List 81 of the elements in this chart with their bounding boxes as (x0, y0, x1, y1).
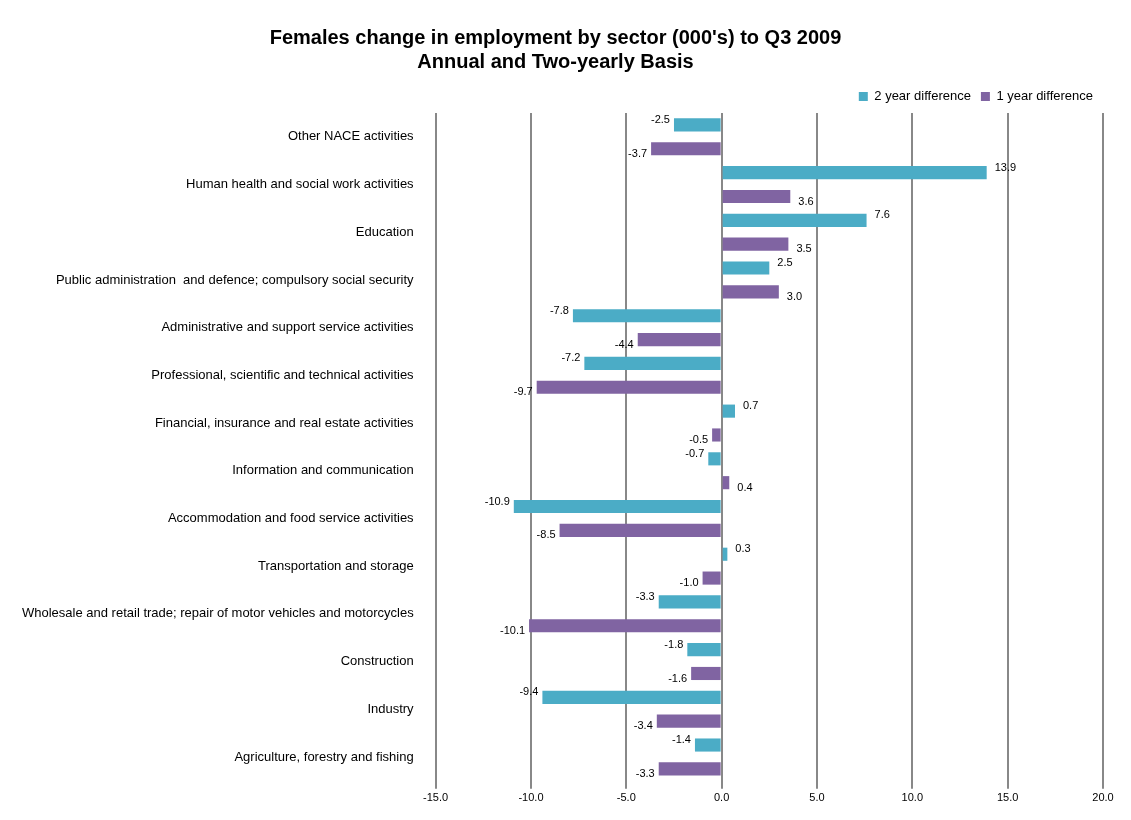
y-tick-label: Accommodation and food service activities (167, 510, 415, 526)
bar (673, 118, 721, 132)
y-tick-label: Education (355, 223, 414, 239)
data-label: 0.4 (737, 480, 753, 493)
data-label: 0.3 (735, 542, 751, 555)
y-tick-label: Construction (340, 653, 414, 669)
bar (722, 237, 789, 251)
x-tick-label: -10.0 (518, 791, 544, 804)
y-tick-label: Public administration and defence; compulsory social security (55, 271, 415, 287)
bar (542, 690, 721, 704)
data-label: -10.1 (499, 623, 526, 636)
data-label: 13.9 (994, 160, 1017, 173)
data-label: 2.5 (777, 256, 793, 269)
bar (536, 380, 721, 394)
data-label: -7.8 (549, 303, 569, 316)
x-tick-label: 20.0 (1092, 791, 1114, 804)
y-tick-label: Financial, insurance and real estate activities (154, 414, 415, 430)
x-tick-label: 15.0 (996, 791, 1019, 804)
y-tick-label: Wholesale and retail trade; repair of motor vehicles and motorcycles (22, 605, 415, 621)
data-label: -3.3 (635, 766, 655, 779)
legend-label: 2 year difference (874, 88, 971, 104)
data-label: -8.5 (536, 528, 556, 541)
bar (572, 309, 721, 323)
y-tick-label: Professional, scientific and technical activities (151, 366, 415, 382)
bar (722, 476, 730, 490)
data-label: -9.4 (519, 685, 539, 698)
x-tick-label: -5.0 (616, 791, 636, 804)
data-label: -1.8 (664, 637, 684, 650)
x-tick-label: 0.0 (713, 791, 730, 804)
x-tick-label: 10.0 (901, 791, 924, 804)
bar (687, 643, 721, 657)
bar (722, 261, 770, 275)
bar (722, 189, 791, 204)
bar (656, 714, 721, 728)
data-label: -3.3 (635, 589, 655, 602)
bar (694, 738, 721, 752)
data-label: 3.6 (798, 194, 814, 207)
bar (722, 404, 735, 418)
bar (702, 571, 721, 585)
bar (712, 428, 721, 442)
data-label: -9.7 (513, 385, 533, 398)
bar (513, 499, 721, 514)
y-tick-label: Other NACE activities (287, 128, 415, 144)
data-label: -7.2 (561, 351, 581, 364)
y-tick-label: Information and communication (232, 462, 414, 478)
text: Annual and Two-yearly Basis (417, 49, 694, 72)
data-label: -1.0 (679, 576, 699, 589)
data-label: -1.6 (668, 671, 688, 684)
x-tick-label: -15.0 (423, 791, 449, 804)
x-tick-label: 5.0 (809, 791, 825, 804)
data-label: -3.7 (628, 146, 648, 159)
data-label: -1.4 (671, 733, 691, 746)
data-label: 7.6 (874, 208, 890, 221)
data-label: -2.5 (651, 112, 670, 125)
bar (559, 523, 721, 537)
y-tick-label: Industry (367, 700, 415, 716)
bar (651, 142, 721, 156)
data-label: -0.5 (689, 433, 709, 446)
data-label: -0.7 (685, 446, 705, 459)
bar (691, 666, 721, 681)
data-label: 3.5 (796, 242, 812, 255)
bar (722, 285, 779, 299)
data-label: 0.7 (742, 399, 759, 412)
bar (658, 762, 721, 776)
data-label: -4.4 (614, 337, 634, 350)
data-label: -10.9 (484, 494, 510, 507)
data-label: 3.0 (786, 289, 803, 302)
y-tick-label: Human health and social work activities (186, 176, 415, 192)
bar (658, 595, 721, 609)
y-tick-label: Agriculture, forestry and fishing (234, 748, 414, 764)
legend-label: 1 year difference (996, 88, 1094, 104)
y-tick-label: Administrative and support service activities (161, 319, 415, 335)
data-label: -3.4 (633, 719, 653, 732)
bar (708, 452, 721, 466)
bar (529, 619, 721, 633)
y-tick-label: Transportation and storage (258, 557, 414, 573)
bar (637, 333, 721, 347)
bar (722, 166, 987, 180)
text: Females change in employment by sector (000's) to Q3 2009 (269, 25, 842, 48)
bar (584, 356, 721, 370)
bar (722, 213, 867, 227)
